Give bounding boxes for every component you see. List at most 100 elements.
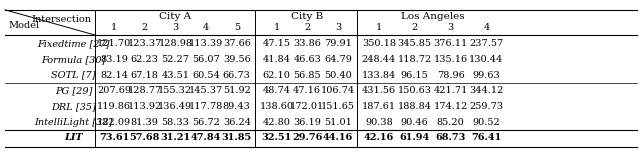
Text: PG [29]: PG [29] (55, 86, 92, 95)
Text: 29.76: 29.76 (292, 133, 323, 142)
Text: DRL [35]: DRL [35] (51, 102, 96, 111)
Text: 41.84: 41.84 (262, 55, 291, 64)
Text: 90.46: 90.46 (401, 118, 429, 127)
Text: 345.85: 345.85 (397, 39, 432, 48)
Text: 123.37: 123.37 (127, 39, 162, 48)
Text: Los Angeles: Los Angeles (401, 12, 465, 21)
Text: 82.14: 82.14 (100, 71, 128, 80)
Text: 32.51: 32.51 (261, 133, 292, 142)
Text: 44.16: 44.16 (323, 133, 353, 142)
Text: 68.73: 68.73 (435, 133, 466, 142)
Text: 62.23: 62.23 (131, 55, 159, 64)
Text: 85.20: 85.20 (436, 118, 465, 127)
Text: 122.09: 122.09 (97, 118, 131, 127)
Text: 3: 3 (172, 23, 179, 32)
Text: 51.92: 51.92 (223, 86, 251, 95)
Text: 431.56: 431.56 (362, 86, 396, 95)
Text: 376.11: 376.11 (433, 39, 468, 48)
Text: 99.63: 99.63 (472, 71, 500, 80)
Text: 118.72: 118.72 (397, 55, 432, 64)
Text: 37.66: 37.66 (223, 39, 251, 48)
Text: 5: 5 (234, 23, 240, 32)
Text: 106.74: 106.74 (321, 86, 355, 95)
Text: 4: 4 (203, 23, 209, 32)
Text: 1: 1 (376, 23, 382, 32)
Text: 47.84: 47.84 (191, 133, 221, 142)
Text: 130.44: 130.44 (469, 55, 504, 64)
Text: 47.15: 47.15 (262, 39, 291, 48)
Text: 52.27: 52.27 (161, 55, 189, 64)
Text: 36.24: 36.24 (223, 118, 251, 127)
Text: 81.39: 81.39 (131, 118, 159, 127)
Text: 73.61: 73.61 (99, 133, 129, 142)
Text: 2: 2 (412, 23, 418, 32)
Text: 4: 4 (483, 23, 490, 32)
Text: 117.78: 117.78 (189, 102, 223, 111)
Text: 56.72: 56.72 (192, 118, 220, 127)
Text: 90.52: 90.52 (472, 118, 500, 127)
Text: 60.54: 60.54 (192, 71, 220, 80)
Text: 2: 2 (304, 23, 310, 32)
Text: Model: Model (8, 21, 40, 30)
Text: 136.49: 136.49 (158, 102, 193, 111)
Text: SOTL [7]: SOTL [7] (51, 71, 96, 80)
Text: 128.98: 128.98 (158, 39, 193, 48)
Text: 67.18: 67.18 (131, 71, 159, 80)
Text: 128.77: 128.77 (127, 86, 162, 95)
Text: 57.68: 57.68 (129, 133, 160, 142)
Text: IntelliLight [38]: IntelliLight [38] (35, 118, 113, 127)
Text: City B: City B (291, 12, 323, 21)
Text: 259.73: 259.73 (469, 102, 504, 111)
Text: 39.56: 39.56 (223, 55, 251, 64)
Text: 207.69: 207.69 (97, 86, 131, 95)
Text: 138.60: 138.60 (259, 102, 294, 111)
Text: 1: 1 (111, 23, 117, 32)
Text: 78.96: 78.96 (436, 71, 465, 80)
Text: 76.41: 76.41 (471, 133, 502, 142)
Text: 66.73: 66.73 (223, 71, 251, 80)
Text: 33.86: 33.86 (293, 39, 321, 48)
Text: 2: 2 (141, 23, 148, 32)
Text: 187.61: 187.61 (362, 102, 396, 111)
Text: 51.01: 51.01 (324, 118, 352, 127)
Text: 58.33: 58.33 (161, 118, 189, 127)
Text: 133.84: 133.84 (362, 71, 396, 80)
Text: 46.63: 46.63 (293, 55, 321, 64)
Text: 150.63: 150.63 (397, 86, 432, 95)
Text: 62.10: 62.10 (262, 71, 291, 80)
Text: 42.16: 42.16 (364, 133, 394, 142)
Text: 113.39: 113.39 (189, 39, 223, 48)
Text: 64.79: 64.79 (324, 55, 352, 64)
Text: 31.85: 31.85 (221, 133, 252, 142)
Text: 237.57: 237.57 (469, 39, 504, 48)
Text: 47.16: 47.16 (293, 86, 321, 95)
Text: 248.44: 248.44 (362, 55, 396, 64)
Text: 3: 3 (335, 23, 341, 32)
Text: 350.18: 350.18 (362, 39, 396, 48)
Text: Intersection: Intersection (31, 15, 92, 24)
Text: 31.21: 31.21 (160, 133, 191, 142)
Text: 1: 1 (273, 23, 280, 32)
Text: 56.07: 56.07 (192, 55, 220, 64)
Text: 50.40: 50.40 (324, 71, 352, 80)
Text: 48.74: 48.74 (262, 86, 291, 95)
Text: 56.85: 56.85 (293, 71, 321, 80)
Text: 155.32: 155.32 (158, 86, 193, 95)
Text: 3: 3 (447, 23, 454, 32)
Text: 43.51: 43.51 (161, 71, 189, 80)
Text: 344.12: 344.12 (469, 86, 504, 95)
Text: 421.71: 421.71 (433, 86, 468, 95)
Text: 79.91: 79.91 (324, 39, 352, 48)
Text: 174.12: 174.12 (433, 102, 468, 111)
Text: 83.19: 83.19 (100, 55, 128, 64)
Text: 151.65: 151.65 (321, 102, 355, 111)
Text: 135.16: 135.16 (433, 55, 468, 64)
Text: 42.80: 42.80 (262, 118, 291, 127)
Text: 90.38: 90.38 (365, 118, 393, 127)
Text: 96.15: 96.15 (401, 71, 429, 80)
Text: 113.92: 113.92 (127, 102, 162, 111)
Text: 119.86: 119.86 (97, 102, 131, 111)
Text: 172.01: 172.01 (290, 102, 324, 111)
Text: 89.43: 89.43 (223, 102, 251, 111)
Text: 188.84: 188.84 (397, 102, 432, 111)
